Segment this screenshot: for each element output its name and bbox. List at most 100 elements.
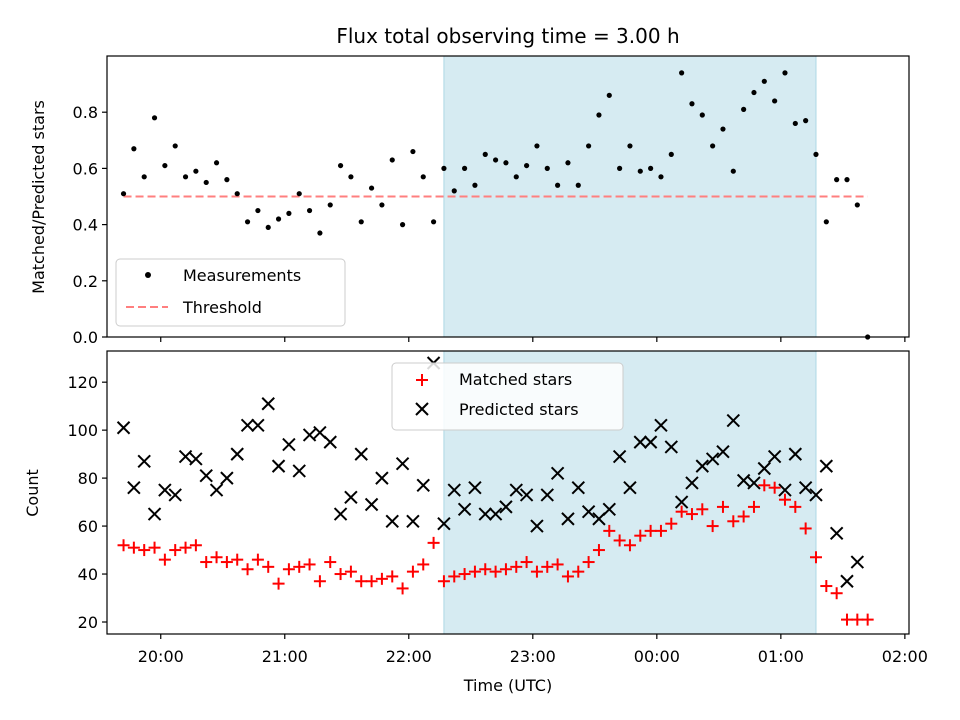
legend-matched-marker [416,374,428,386]
predicted-star-point [333,507,348,521]
measurement-point [730,168,736,174]
matched-star-point [789,500,802,513]
measurement-point [679,70,685,76]
measurement-point [637,168,643,174]
bottom-legend: Matched stars Predicted stars [391,362,624,431]
measurement-point [441,165,447,171]
matched-star-point [169,544,182,557]
predicted-star-point [519,488,534,502]
predicted-star-point [354,447,368,461]
matched-star-point [282,563,295,576]
measurement-point [689,101,695,107]
bottom-plot-frame [106,350,910,635]
matched-star-point [231,553,244,566]
measurement-point [648,165,654,171]
measurement-point [255,207,261,214]
predicted-star-point [395,457,410,471]
measurement-point [565,160,571,166]
matched-star-point [530,565,543,578]
predicted-star-point [571,480,585,495]
predicted-star-point [116,421,131,435]
measurement-point [193,168,199,174]
matched-star-point [303,558,316,571]
measurement-point [720,126,726,132]
measurement-point [803,118,809,124]
measurement-point [741,106,747,112]
measurement-point [399,222,406,228]
predicted-star-point [747,476,761,490]
measurement-point [327,202,333,208]
matched-star-point [572,565,585,578]
predicted-star-point [726,413,741,428]
predicted-star-point [240,418,255,433]
matched-star-point [127,541,140,554]
matched-star-point [458,568,471,581]
measurement-point [389,157,395,163]
measurement-point [627,143,633,149]
measurement-point [513,174,519,180]
matched-star-point [623,539,636,552]
matched-star-point [189,539,202,552]
predicted-star-point [168,488,182,502]
predicted-star-point [540,488,554,502]
matched-star-point [158,553,171,566]
matched-star-point [830,587,843,600]
predicted-star-point [468,480,482,495]
bottom-y-tick-label: 100 [67,421,98,440]
matched-star-point [386,570,399,583]
measurement-point [213,160,220,166]
predicted-star-point [271,459,286,473]
matched-star-point [334,568,347,581]
matched-star-point [241,563,254,576]
measurement-point [286,210,292,216]
bottom-x-axis-label: Time (UTC) [463,676,552,695]
measurement-point [854,202,860,208]
matched-star-point [375,572,388,585]
predicted-star-point [612,449,627,464]
x-tick-label: 22:00 [386,647,432,666]
predicted-star-point [282,437,296,452]
predicted-star-point [581,504,596,519]
measurement-point [596,112,602,118]
matched-star-point [313,575,326,588]
measurement-point [162,162,168,169]
measurement-point [534,143,540,149]
measurement-point [131,146,137,152]
predicted-star-point [798,480,813,495]
measurement-point [379,202,385,208]
measurement-point [751,89,757,96]
measurement-point [586,143,592,149]
predicted-star-point [550,466,565,481]
matched-star-point [799,522,812,535]
matched-star-point [520,556,533,569]
x-tick-label: 02:00 [882,647,928,666]
measurement-point [699,112,705,118]
top-y-tick-label: 0.0 [73,328,98,347]
predicted-star-point [695,459,710,473]
matched-star-point [582,556,595,569]
measurement-point [420,174,426,180]
measurement-point [710,143,716,149]
predicted-star-point [685,476,699,490]
measurement-point [792,120,798,127]
matched-star-point [727,515,740,528]
matched-star-point [685,508,698,521]
measurement-point [120,191,127,197]
matched-star-point [489,565,502,578]
measurement-point [658,174,664,180]
predicted-star-point [530,519,544,533]
matched-star-point [665,517,678,530]
predicted-star-point [643,435,658,449]
measurement-point [544,165,550,171]
matched-star-point [220,556,233,569]
matched-star-point [293,560,306,573]
matched-star-point [324,556,337,569]
top-axis-ticks: 0.0 0.2 0.4 0.6 0.8 [73,103,906,347]
measurement-point [224,177,230,183]
predicted-star-point [478,507,492,521]
predicted-star-point [602,502,616,516]
predicted-star-point [664,440,679,454]
legend-measurements-marker [145,272,151,278]
predicted-star-point [623,480,637,495]
predicted-star-point [809,488,823,502]
